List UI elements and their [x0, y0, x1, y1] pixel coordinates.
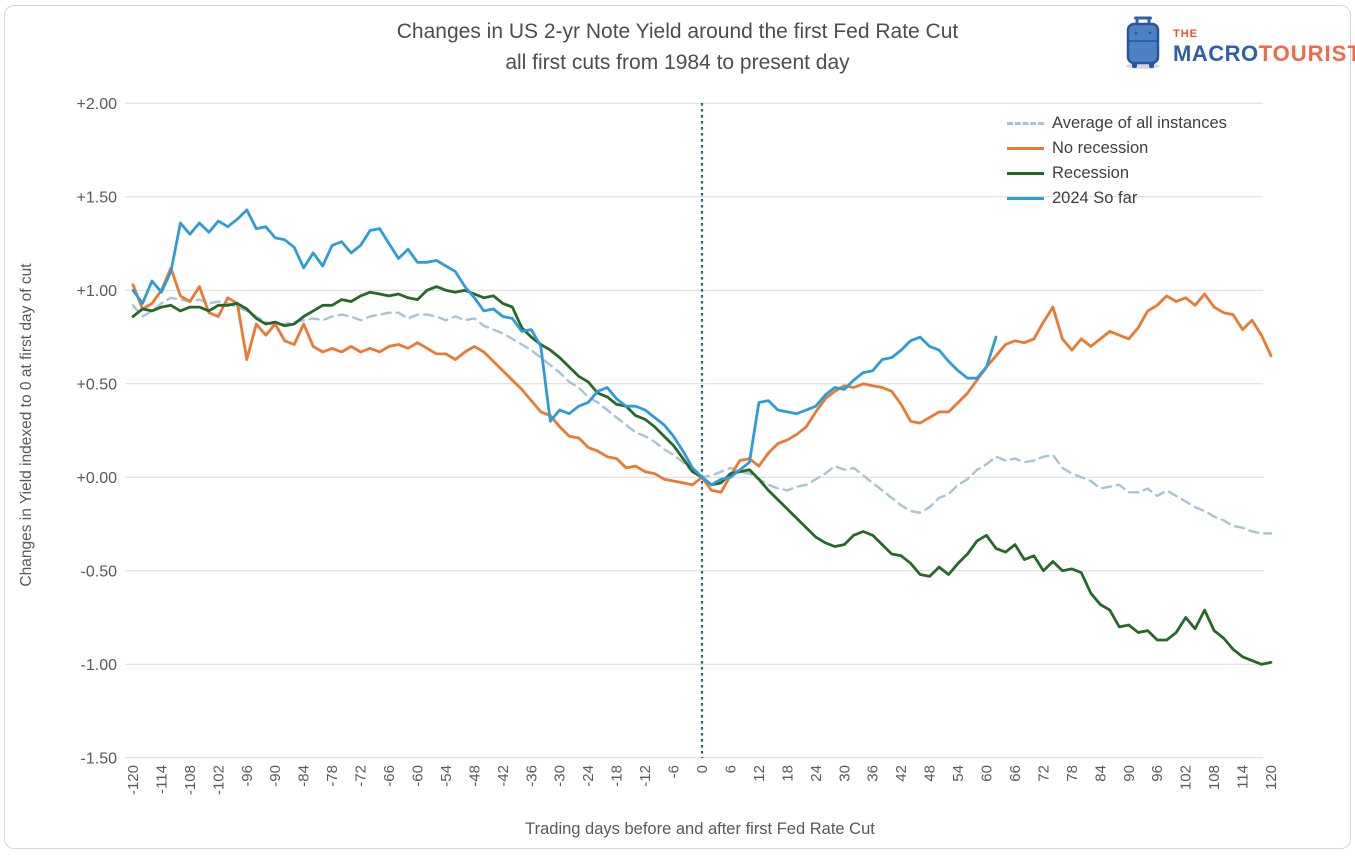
x-tick-label: 114: [1235, 765, 1252, 789]
legend-item-2024: 2024 So far: [1007, 186, 1227, 211]
x-tick-label: 66: [1007, 765, 1024, 782]
x-tick-label: 60: [979, 765, 996, 782]
legend-swatch-no-recession: [1007, 147, 1044, 150]
chart-legend: Average of all instances No recession Re…: [1007, 111, 1227, 211]
legend-item-no-recession: No recession: [1007, 136, 1227, 161]
x-tick-label: 6: [722, 765, 739, 773]
x-tick-label: 120: [1263, 765, 1280, 790]
x-axis-title: Trading days before and after first Fed …: [525, 820, 875, 838]
x-tick-label: 84: [1092, 765, 1109, 782]
x-tick-label: 78: [1064, 765, 1081, 782]
legend-item-average: Average of all instances: [1007, 111, 1227, 136]
chart-title-block: Changes in US 2-yr Note Yield around the…: [0, 16, 1355, 78]
legend-swatch-2024: [1007, 197, 1044, 200]
x-tick-label: 42: [893, 765, 910, 782]
y-tick-label: -1.00: [81, 657, 118, 674]
x-tick-label: 90: [1121, 765, 1138, 782]
x-tick-label: 0: [694, 765, 711, 773]
x-tick-label: -102: [210, 765, 227, 795]
x-tick-label: -90: [267, 765, 284, 787]
y-tick-label: +0.50: [77, 376, 118, 393]
logo-the: THE: [1173, 28, 1198, 40]
x-tick-label: -24: [580, 765, 597, 787]
x-tick-label: 30: [836, 765, 853, 782]
chart-title: Changes in US 2-yr Note Yield around the…: [396, 20, 959, 43]
x-tick-label: 72: [1035, 765, 1052, 782]
x-tick-label: -6: [666, 765, 683, 778]
x-tick-label: -18: [609, 765, 626, 787]
legend-label-2024: 2024 So far: [1052, 189, 1138, 207]
x-tick-label: -114: [153, 765, 170, 794]
series-line-2024-so-far: [131, 208, 998, 487]
x-tick-label: -60: [409, 765, 426, 787]
legend-label-average: Average of all instances: [1052, 114, 1227, 132]
legend-label-no-recession: No recession: [1052, 139, 1149, 157]
logo-macro: MACRO: [1173, 41, 1259, 66]
x-tick-label: -72: [353, 765, 370, 787]
x-tick-label: -120: [125, 765, 142, 795]
x-tick-label: -48: [466, 765, 483, 787]
chart-subtitle: all first cuts from 1984 to present day: [505, 51, 850, 74]
y-tick-label: +1.50: [77, 189, 118, 206]
x-tick-label: -30: [552, 765, 569, 787]
x-tick-label: -36: [523, 765, 540, 787]
logo-text: THE MACROTOURIST: [1173, 29, 1355, 65]
legend-item-recession: Recession: [1007, 161, 1227, 186]
x-tick-label: -66: [381, 765, 398, 787]
x-tick-label: -78: [324, 765, 341, 787]
x-tick-label: -12: [637, 765, 654, 787]
suitcase-icon: [1122, 14, 1166, 75]
x-tick-label: 108: [1206, 765, 1223, 790]
x-tick-label: -54: [438, 765, 455, 787]
y-tick-label: -0.50: [81, 563, 118, 580]
legend-swatch-average: [1007, 122, 1044, 125]
x-tick-label: -108: [182, 765, 199, 795]
x-tick-label: 48: [922, 765, 939, 782]
y-tick-label: +2.00: [77, 96, 118, 113]
x-tick-label: 18: [779, 765, 796, 782]
y-tick-label: +1.00: [77, 283, 118, 300]
y-tick-label: -1.50: [81, 750, 118, 767]
y-tick-label: +0.00: [77, 470, 118, 487]
x-tick-label: -96: [239, 765, 256, 787]
x-tick-label: 12: [751, 765, 768, 782]
x-tick-label: -42: [495, 765, 512, 787]
legend-swatch-recession: [1007, 172, 1044, 175]
x-tick-label: -84: [296, 765, 313, 787]
x-tick-label: 102: [1178, 765, 1195, 790]
y-axis-title: Changes in Yield indexed to 0 at first d…: [18, 263, 35, 587]
x-tick-label: 36: [865, 765, 882, 782]
x-tick-label: 24: [808, 765, 825, 782]
x-tick-label: 96: [1149, 765, 1166, 782]
x-tick-label: 54: [950, 765, 967, 782]
macrotourist-logo: THE MACROTOURIST: [1122, 14, 1355, 75]
logo-tourist: TOURIST: [1258, 41, 1355, 66]
legend-label-recession: Recession: [1052, 164, 1130, 182]
